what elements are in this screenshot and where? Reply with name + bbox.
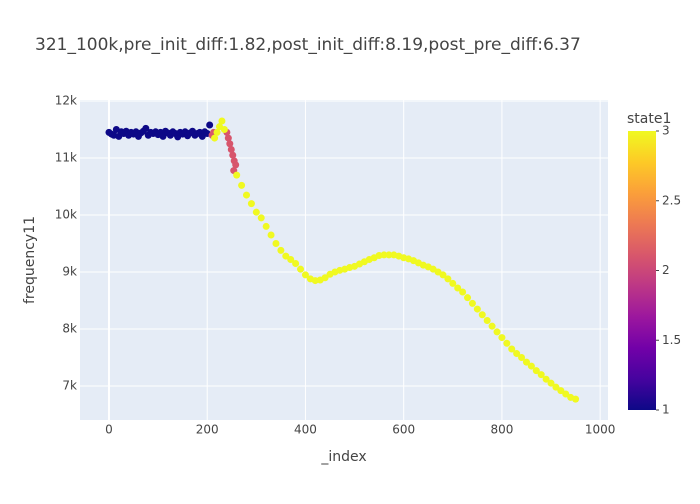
point [238, 181, 246, 189]
y-tick-label: 11k [55, 151, 77, 165]
point [206, 121, 214, 129]
point [262, 222, 270, 230]
y-tick-label: 8k [62, 322, 77, 336]
point [444, 275, 452, 283]
y-tick-label: 9k [62, 265, 77, 279]
point [277, 246, 285, 254]
x-tick-label: 0 [105, 423, 113, 437]
x-tick-label: 600 [392, 423, 415, 437]
point [464, 294, 472, 302]
colorbar-tick-label: 1.5 [662, 333, 681, 347]
point [232, 161, 240, 169]
point [449, 279, 457, 287]
point [498, 334, 506, 342]
point [267, 231, 275, 239]
point [473, 305, 481, 313]
point [243, 191, 251, 199]
point [380, 251, 388, 259]
point [227, 145, 235, 153]
point [247, 200, 255, 208]
x-tick-label: 1000 [585, 423, 616, 437]
y-axis-title: frequency11 [22, 216, 38, 304]
point [321, 274, 329, 282]
point [537, 371, 545, 379]
point [439, 271, 447, 279]
point [532, 367, 540, 375]
chart-title: 321_100k,pre_init_diff:1.82,post_init_di… [35, 35, 581, 55]
point [557, 387, 565, 395]
point [522, 358, 530, 366]
point [292, 259, 300, 267]
point [508, 345, 516, 353]
colorbar [628, 131, 656, 410]
point [297, 265, 305, 273]
point [552, 383, 560, 391]
point [459, 288, 467, 296]
point [454, 284, 462, 292]
point [224, 134, 232, 142]
point [252, 208, 260, 216]
point [527, 362, 535, 370]
point [229, 151, 237, 159]
point [233, 171, 241, 179]
point [483, 316, 491, 324]
point [220, 126, 228, 134]
x-tick-label: 400 [294, 423, 317, 437]
point [142, 124, 150, 132]
colorbar-tick-label: 3 [662, 124, 670, 138]
point [547, 379, 555, 387]
x-tick-label: 800 [490, 423, 513, 437]
point [385, 251, 393, 259]
point [493, 328, 501, 336]
point [468, 299, 476, 307]
x-tick-label: 200 [196, 423, 219, 437]
x-axis-title: _index [320, 449, 366, 465]
point [287, 255, 295, 263]
point [542, 375, 550, 383]
plot-area [80, 100, 608, 420]
point [211, 134, 219, 142]
point [562, 390, 570, 398]
point [213, 128, 221, 136]
point [282, 252, 290, 260]
colorbar-tick-label: 2.5 [662, 193, 681, 207]
y-tick-label: 7k [62, 379, 77, 393]
point [488, 322, 496, 330]
y-tick-label: 12k [55, 94, 77, 108]
point [518, 354, 526, 362]
point [257, 214, 265, 222]
point [503, 339, 511, 347]
point [513, 350, 521, 358]
point [301, 271, 309, 279]
colorbar-tick-label: 1 [662, 403, 670, 417]
point [478, 311, 486, 319]
colorbar-title: state1 [627, 111, 671, 127]
y-tick-label: 10k [55, 208, 77, 222]
point [226, 140, 234, 148]
point [218, 117, 226, 125]
colorbar-tick-label: 2 [662, 263, 670, 277]
point [272, 240, 280, 248]
point [572, 395, 580, 403]
